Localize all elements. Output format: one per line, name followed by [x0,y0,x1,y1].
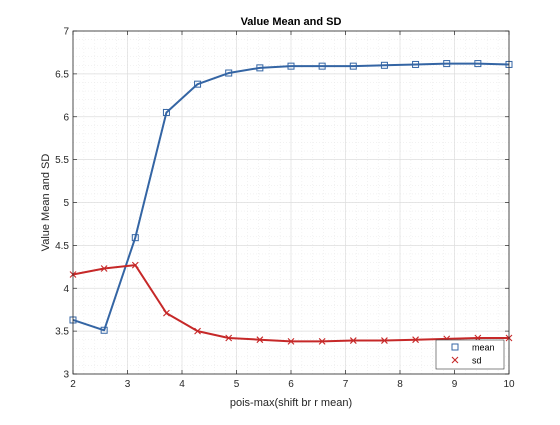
data-point-mean [100,326,108,334]
y-tick-label: 4 [63,284,69,295]
x-tick-label: 10 [503,379,515,390]
data-point-sd [381,337,388,344]
x-tick-label: 9 [452,379,458,390]
series-mean [69,60,513,334]
data-point-sd [194,327,201,335]
data-point-sd [100,265,108,272]
data-point-sd [225,334,233,342]
data-point-mean [256,64,264,72]
x-tick-label: 6 [288,379,294,390]
data-point-mean [380,61,388,69]
chart-title: Value Mean and SD [241,16,342,28]
legend-item-mean: mean [451,343,495,353]
y-tick-label: 7 [63,27,69,38]
data-point-sd [287,338,295,345]
legend-entries: mean sd [451,343,495,366]
x-tick-label: 7 [343,379,349,390]
x-tick-label: 4 [179,379,185,390]
data-point-sd [412,336,419,344]
data-point-mean [443,60,451,68]
x-tick-label: 3 [125,379,131,390]
data-point-mean [287,62,295,70]
x-tick-label: 5 [234,379,240,390]
series-layer [69,60,513,345]
series-sd [69,261,513,345]
data-point-mean [474,60,482,68]
legend-label-mean: mean [472,343,495,353]
data-point-mean [412,60,420,68]
data-point-mean [131,234,139,242]
series-line-mean [72,62,510,332]
legend-marker-sd [451,356,459,364]
legend-box [435,339,505,370]
x-tick-label: 2 [70,379,76,390]
data-point-mean [194,80,202,88]
y-tick-label: 3 [63,370,69,381]
y-tick-label: 6.5 [55,69,69,80]
data-point-sd [349,337,357,344]
x-axis-ticks: 2 3 4 5 6 7 8 9 10 [70,31,515,390]
y-tick-label: 4.5 [55,241,69,252]
y-axis-ticks: 3 3.5 4 4.5 5 5.5 6 6.5 7 [55,27,509,381]
y-axis-label: Value Mean and SD [40,154,52,252]
data-point-mean [225,69,233,77]
data-point-mean [318,62,326,70]
data-point-mean [349,62,357,70]
y-tick-label: 5.5 [55,155,69,166]
x-tick-label: 8 [397,379,403,390]
x-axis-label: pois-max(shift br r mean) [230,397,352,409]
y-tick-label: 5 [63,198,69,209]
legend-marker-mean [451,343,459,351]
data-point-mean [162,108,170,116]
data-point-sd [163,309,170,317]
data-point-sd [256,336,264,344]
legend-item-sd: sd [451,356,482,366]
data-point-sd [131,261,139,269]
y-tick-label: 6 [63,112,69,123]
legend: mean sd [435,339,505,370]
y-tick-label: 3.5 [55,327,69,338]
legend-label-sd: sd [472,356,482,366]
data-point-sd [318,338,326,345]
